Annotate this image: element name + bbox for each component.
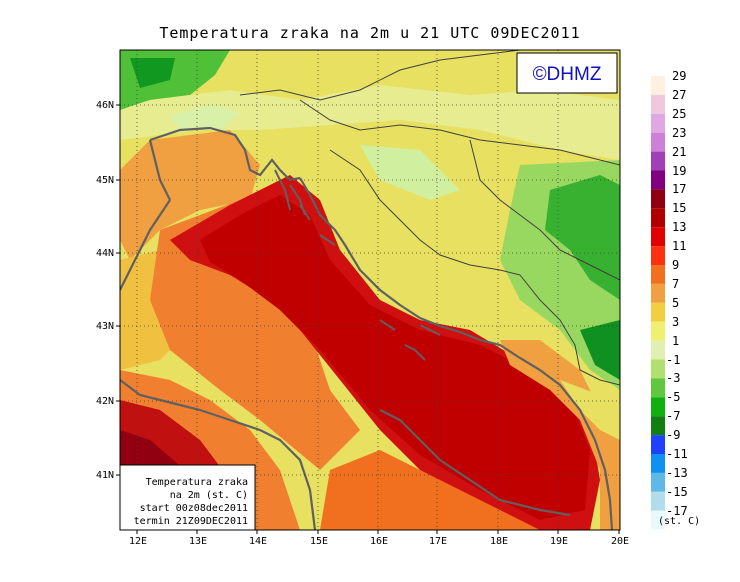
- watermark-box: ©DHMZ: [516, 52, 618, 94]
- legend-label: 19: [672, 163, 687, 178]
- lon-label: 14E: [249, 536, 268, 547]
- info-line1: Temperatura zraka: [146, 477, 248, 488]
- legend-swatch: [651, 283, 665, 303]
- legend-swatch: [651, 132, 665, 152]
- graticule: [120, 50, 620, 530]
- islands: [274, 169, 441, 361]
- lon-label: 17E: [429, 536, 448, 547]
- info-line3: start 00z08dec2011: [140, 503, 248, 514]
- legend-label: -11: [666, 447, 688, 461]
- lon-label: 13E: [189, 536, 208, 547]
- legend-swatch: [651, 510, 665, 530]
- lon-label: 18E: [490, 536, 509, 547]
- watermark-text: ©DHMZ: [533, 64, 602, 85]
- legend-swatch: [651, 416, 665, 436]
- legend-label: 23: [672, 125, 687, 140]
- legend-swatch: [651, 359, 665, 379]
- lat-label: 45N: [96, 175, 115, 186]
- legend-swatch: [651, 113, 665, 133]
- map-frame: [119, 49, 621, 531]
- legend-label: 5: [672, 295, 680, 310]
- legend-label: 7: [672, 276, 680, 291]
- legend-label: 27: [672, 87, 687, 102]
- legend-label: -7: [666, 409, 681, 424]
- legend-swatch: [651, 340, 665, 360]
- borders: [239, 50, 620, 386]
- map-title: Temperatura zraka na 2m u 21 UTC 09DEC20…: [159, 24, 581, 42]
- legend-label: -17: [666, 503, 688, 518]
- legend-swatch: [651, 227, 665, 247]
- legend-swatch: [651, 435, 665, 454]
- lon-label: 15E: [310, 536, 329, 547]
- legend-label: 1: [672, 333, 680, 348]
- legend-swatch: [651, 246, 665, 265]
- legend-label: -5: [666, 390, 681, 405]
- legend-swatch: [651, 265, 665, 284]
- legend-label: 15: [672, 201, 687, 216]
- coastlines: [120, 126, 614, 530]
- legend-swatch: [651, 454, 665, 473]
- lon-label: 12E: [129, 536, 148, 547]
- legend-label: 3: [672, 314, 680, 329]
- legend-label: -13: [666, 465, 688, 480]
- lat-label: 44N: [96, 248, 115, 259]
- legend-swatch: [651, 491, 665, 511]
- legend-swatch: [651, 170, 665, 190]
- legend-swatch: [651, 321, 665, 341]
- lat-label: 41N: [96, 470, 115, 481]
- legend-swatch: [651, 378, 665, 398]
- legend-label: 17: [672, 182, 687, 197]
- lon-label: 19E: [550, 536, 569, 547]
- legend-swatch: [651, 302, 665, 322]
- temperature-field: [120, 50, 620, 530]
- legend-label: 13: [672, 220, 687, 235]
- legend-colorbar: [651, 76, 665, 530]
- legend-label: -3: [666, 371, 681, 386]
- legend-swatch: [651, 472, 665, 492]
- legend-label: 25: [672, 106, 687, 121]
- legend-label: 11: [672, 239, 687, 254]
- legend-label: 29: [672, 69, 687, 83]
- lon-label: 16E: [370, 536, 389, 547]
- legend-swatch: [651, 151, 665, 171]
- info-line2: na 2m (st. C): [170, 490, 248, 501]
- legend-label: -1: [666, 352, 681, 367]
- legend-label: -15: [666, 484, 688, 499]
- lat-label: 43N: [96, 321, 115, 332]
- lon-label: 20E: [611, 536, 630, 547]
- legend-label: 21: [672, 144, 687, 159]
- info-line4: termin 21Z09DEC2011: [134, 516, 248, 527]
- legend-swatch: [651, 94, 665, 114]
- axis-ticks: [116, 104, 620, 534]
- legend-swatch: [651, 208, 665, 228]
- legend-unit: (st. C): [658, 516, 701, 527]
- legend-label: -9: [666, 428, 681, 443]
- legend-swatch: [651, 189, 665, 209]
- legend-label: 9: [672, 258, 680, 272]
- lat-label: 42N: [96, 396, 115, 407]
- lat-label: 46N: [96, 100, 115, 111]
- info-box: Temperatura zraka na 2m (st. C) start 00…: [119, 464, 256, 531]
- legend-swatch: [651, 76, 665, 95]
- legend-swatch: [651, 397, 665, 417]
